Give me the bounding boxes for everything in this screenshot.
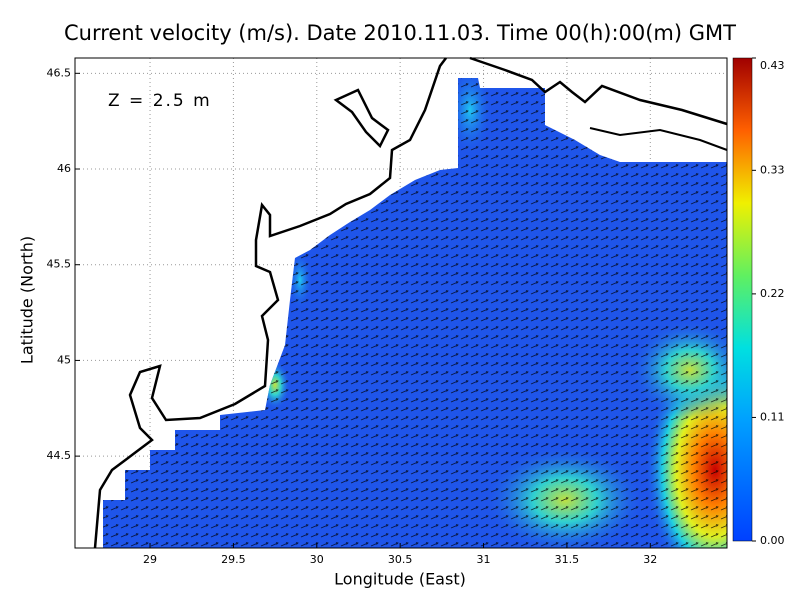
depth-annotation: Z = 2.5 m	[108, 91, 212, 111]
colorbar	[732, 57, 753, 542]
x-tick-label: 31	[477, 553, 491, 566]
coastline	[589, 127, 728, 151]
y-tick-label: 44.5	[47, 449, 72, 462]
plot-border	[74, 57, 728, 549]
colorbar-tick-label: 0.22	[760, 287, 785, 300]
x-tick-label: 30.5	[388, 553, 413, 566]
y-tick-label: 46.5	[47, 66, 72, 79]
x-tick-label: 29	[143, 553, 157, 566]
x-tick-label: 30	[310, 553, 324, 566]
coastline	[469, 56, 728, 126]
x-tick-label: 29.5	[221, 553, 246, 566]
map-title: Current velocity (m/s). Date 2010.11.03.…	[64, 21, 736, 45]
y-axis-label: Latitude (North)	[18, 236, 37, 364]
x-tick-label: 32	[643, 553, 657, 566]
colorbar-tick-label: 0.43	[760, 59, 785, 72]
y-tick-label: 46	[57, 162, 71, 175]
colorbar-tick-label: 0.11	[760, 410, 785, 423]
x-axis-label: Longitude (East)	[334, 570, 466, 589]
x-tick-label: 31.5	[555, 553, 580, 566]
colorbar-tick-label: 0.00	[760, 534, 785, 547]
coastline	[333, 88, 390, 149]
y-tick-label: 45.5	[47, 258, 72, 271]
coastline	[93, 57, 447, 549]
y-tick-label: 45	[57, 353, 71, 366]
colorbar-tick-label: 0.33	[760, 163, 785, 176]
